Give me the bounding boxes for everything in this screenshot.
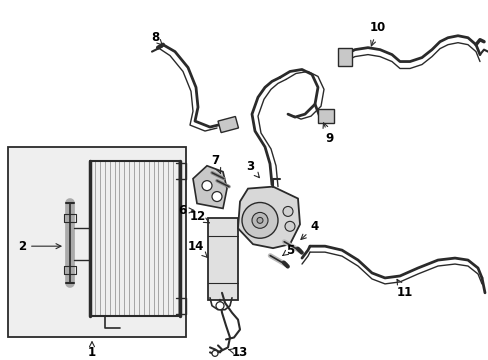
Circle shape [257,217,263,223]
Polygon shape [238,186,299,248]
Text: 11: 11 [396,279,412,299]
Text: 12: 12 [189,210,209,223]
Text: 5: 5 [282,244,293,257]
Polygon shape [193,166,226,208]
Circle shape [242,202,278,238]
Text: 10: 10 [369,21,386,46]
Circle shape [212,192,222,202]
Text: 9: 9 [323,123,333,145]
Circle shape [216,302,224,310]
Bar [337,48,351,66]
Bar [317,109,333,123]
Text: 1: 1 [88,342,96,359]
Circle shape [251,212,267,228]
Text: 6: 6 [178,204,194,217]
Text: 3: 3 [245,160,259,177]
Circle shape [202,181,212,190]
Text: 7: 7 [210,154,220,173]
Circle shape [283,207,292,216]
Circle shape [212,350,218,356]
Text: 8: 8 [151,31,162,45]
Text: 4: 4 [300,220,319,239]
Bar [207,219,238,300]
Bar [218,117,238,132]
Bar [8,147,185,337]
Circle shape [285,221,294,231]
Text: 14: 14 [187,240,207,257]
Text: 2: 2 [18,240,61,253]
Text: 13: 13 [228,346,247,359]
